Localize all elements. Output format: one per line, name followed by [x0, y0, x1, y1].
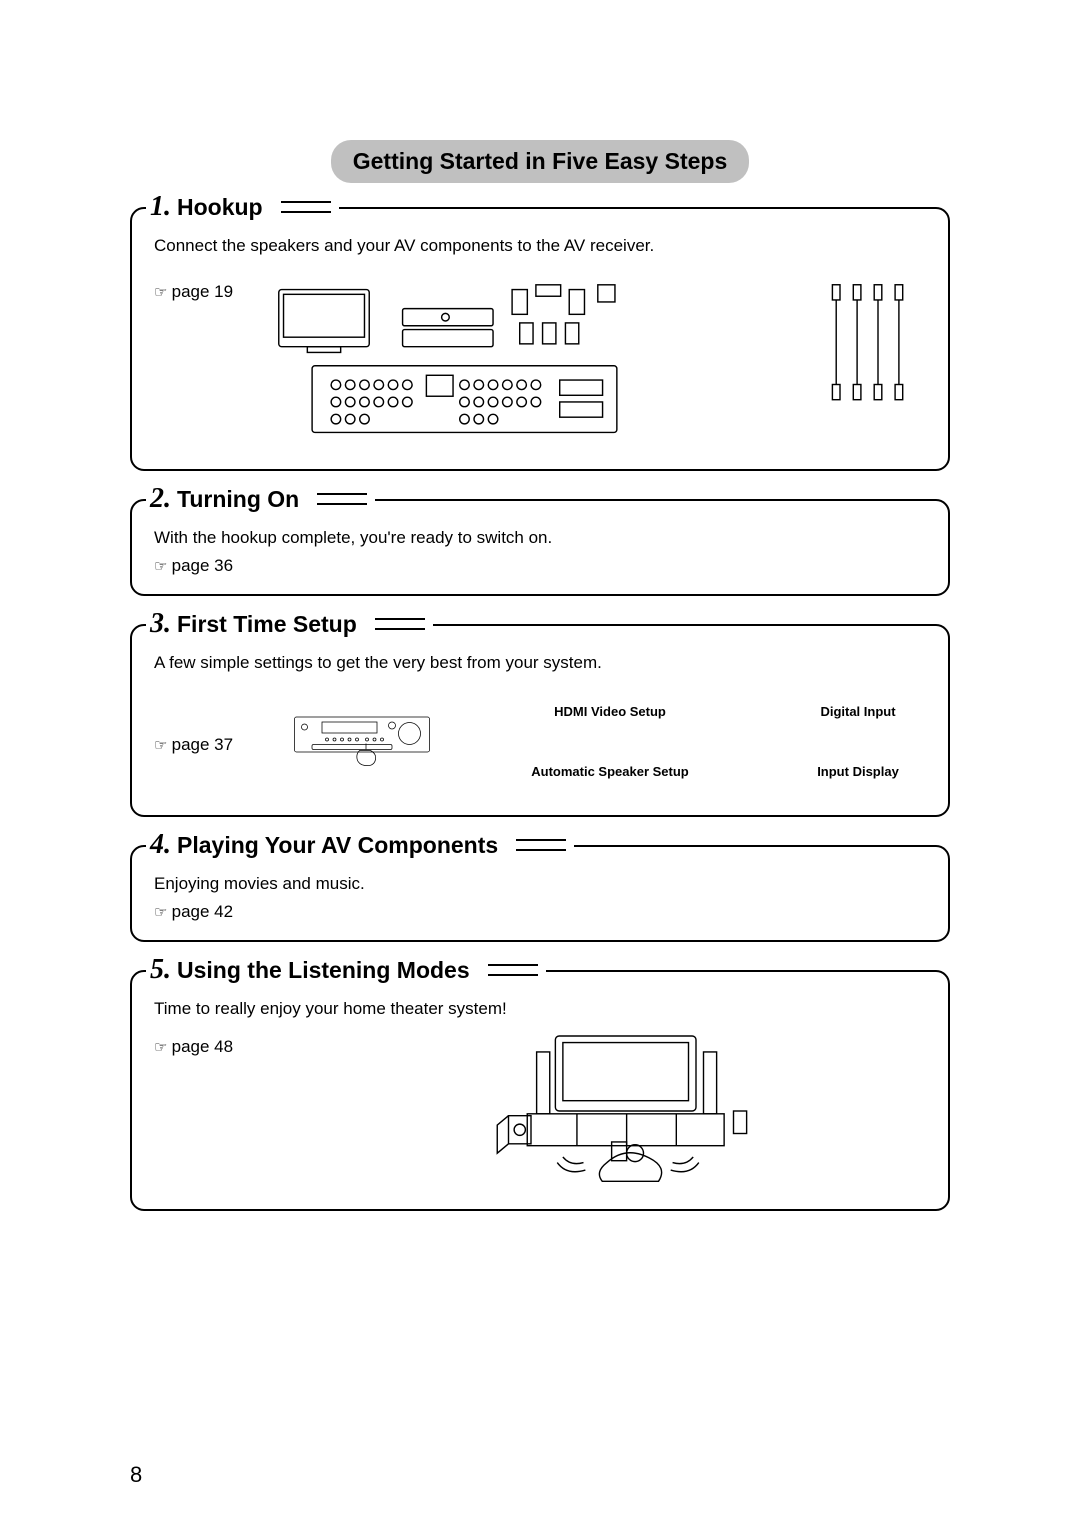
step-3-section: 3. First Time Setup A few simple setting… [130, 624, 950, 817]
step-1-header: 1. Hookup [146, 191, 339, 223]
step-4-title: Playing Your AV Components [177, 832, 498, 859]
step-4-pageref: page 42 [154, 902, 928, 922]
step-5-desc: Time to really enjoy your home theater s… [154, 998, 928, 1021]
page-title-badge: Getting Started in Five Easy Steps [331, 140, 750, 183]
step-3-title: First Time Setup [177, 611, 357, 638]
step-2-title: Turning On [177, 486, 299, 513]
step-5-section: 5. Using the Listening Modes Time to rea… [130, 970, 950, 1211]
step-5-title: Using the Listening Modes [177, 957, 470, 984]
step-4-header: 4. Playing Your AV Components [146, 829, 574, 861]
step-1-desc: Connect the speakers and your AV compone… [154, 235, 928, 258]
step-3-header: 3. First Time Setup [146, 608, 433, 640]
step-1-section: 1. Hookup Connect the speakers and your … [130, 207, 950, 471]
header-rule [488, 964, 538, 976]
label-auto: Automatic Speaker Setup [450, 764, 770, 780]
step-3-num: 3. [150, 608, 171, 640]
step-1-pageref: page 19 [154, 282, 264, 302]
step-2-section: 2. Turning On With the hookup complete, … [130, 499, 950, 596]
step-4-num: 4. [150, 829, 171, 861]
step-4-section: 4. Playing Your AV Components Enjoying m… [130, 845, 950, 942]
step-5-header: 5. Using the Listening Modes [146, 954, 546, 986]
label-display: Input Display [788, 764, 928, 780]
step-5-num: 5. [150, 954, 171, 986]
step-3-pageref: page 37 [154, 735, 274, 755]
step-3-desc: A few simple settings to get the very be… [154, 652, 928, 675]
hookup-diagram [274, 276, 674, 446]
step-1-title: Hookup [177, 194, 263, 221]
home-theater-icon [471, 1031, 771, 1191]
step-5-pageref: page 48 [154, 1037, 284, 1057]
label-hdmi: HDMI Video Setup [450, 704, 770, 720]
header-rule [516, 839, 566, 851]
page-number: 8 [130, 1462, 142, 1488]
cables-icon [821, 276, 916, 436]
header-rule [375, 618, 425, 630]
step-4-desc: Enjoying movies and music. [154, 873, 928, 896]
step-1-num: 1. [150, 191, 171, 223]
step-2-num: 2. [150, 483, 171, 515]
label-digital: Digital Input [788, 704, 928, 720]
header-rule [281, 201, 331, 213]
header-rule [317, 493, 367, 505]
receiver-front-icon [292, 687, 432, 797]
step-2-pageref: page 36 [154, 556, 928, 576]
step-2-header: 2. Turning On [146, 483, 375, 515]
step-2-desc: With the hookup complete, you're ready t… [154, 527, 928, 550]
